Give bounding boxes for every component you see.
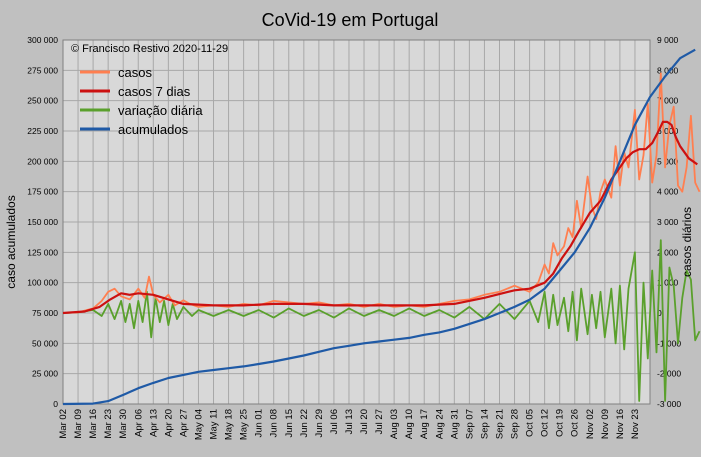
y-axis-left: 0 25 000 50 000 75 000 100 000 125 000 150 000… (27, 35, 58, 409)
x-tick-label: Aug 31 (449, 409, 460, 439)
x-tick-label: Aug 17 (419, 409, 430, 439)
legend-label-3: acumulados (118, 122, 189, 137)
x-tick-label: Nov 16 (615, 409, 626, 439)
x-tick-label: Aug 24 (434, 409, 445, 439)
y-left-tick-label: 250 000 (27, 96, 58, 106)
x-axis: Mar 02 Mar 09 Mar 16 Mar 23 Mar 30 Apr 06 Apr … (58, 409, 641, 440)
y-right-tick-label: 4 000 (657, 187, 679, 197)
legend-label-2: variação diária (118, 103, 203, 118)
y-left-tick-label: 175 000 (27, 187, 58, 197)
y-left-tick-label: 0 (53, 399, 58, 409)
y-left-tick-label: 50 000 (32, 338, 58, 348)
chart-title: CoVid-19 em Portugal (262, 10, 439, 30)
y-axis-right: -3 000 -2 000 -1 000 0 1 000 2 000 3 000 4 000 5… (657, 35, 681, 409)
x-tick-label: Mar 30 (118, 409, 129, 439)
series-line-3 (62, 48, 696, 406)
x-tick-label: Jun 29 (314, 409, 325, 438)
y-left-tick-label: 300 000 (27, 35, 58, 45)
x-tick-label: Jun 22 (299, 409, 310, 438)
x-tick-label: Nov 09 (600, 409, 611, 439)
x-tick-label: Oct 26 (570, 409, 581, 437)
y-left-tick-label: 75 000 (32, 308, 58, 318)
legend-label-1: casos 7 dias (118, 84, 191, 99)
x-tick-label: Nov 23 (630, 409, 641, 439)
y-left-tick-label: 200 000 (27, 156, 58, 166)
y-right-tick-label: 8 000 (657, 65, 679, 75)
y-right-tick-label: -1 000 (657, 338, 681, 348)
x-tick-label: May 18 (224, 409, 235, 440)
x-tick-label: Apr 06 (133, 409, 144, 437)
x-tick-label: Mar 16 (88, 409, 99, 439)
x-tick-label: Aug 03 (389, 409, 400, 439)
x-tick-label: Mar 02 (58, 409, 69, 439)
y-right-tick-label: 1 000 (657, 278, 679, 288)
x-tick-label: Apr 20 (163, 409, 174, 437)
x-tick-label: Oct 19 (555, 409, 566, 437)
x-tick-label: May 25 (239, 409, 250, 440)
y-right-tick-label: 7 000 (657, 96, 679, 106)
x-tick-label: Jul 20 (359, 409, 370, 434)
y-axis-right-label: casos diários (680, 207, 694, 277)
x-tick-label: Oct 05 (525, 409, 536, 437)
x-tick-label: Jul 13 (344, 409, 355, 434)
y-right-tick-label: -2 000 (657, 369, 681, 379)
y-left-tick-label: 125 000 (27, 247, 58, 257)
y-left-tick-label: 225 000 (27, 126, 58, 136)
grid (62, 39, 651, 405)
x-tick-label: Jun 01 (254, 409, 265, 438)
y-right-tick-label: 0 (657, 308, 662, 318)
copyright-annotation: © Francisco Restivo 2020-11-29 (71, 43, 228, 55)
plot-frame (62, 39, 651, 405)
x-tick-label: Apr 13 (148, 409, 159, 437)
x-tick-label: Jul 27 (374, 409, 385, 434)
x-tick-label: Aug 10 (404, 409, 415, 439)
x-tick-label: Jun 15 (284, 409, 295, 438)
y-left-tick-label: 100 000 (27, 278, 58, 288)
y-left-tick-label: 25 000 (32, 369, 58, 379)
x-tick-label: Sep 21 (494, 409, 505, 439)
x-tick-label: Sep 28 (510, 409, 521, 439)
x-tick-label: Apr 27 (178, 409, 189, 437)
x-tick-label: Mar 23 (103, 409, 114, 439)
x-tick-label: May 11 (209, 409, 220, 439)
series-line-1 (62, 120, 698, 315)
y-right-tick-label: 6 000 (657, 126, 679, 136)
x-tick-label: Sep 07 (464, 409, 475, 439)
y-right-tick-label: -3 000 (657, 399, 681, 409)
y-right-tick-label: 2 000 (657, 247, 679, 257)
x-tick-label: Mar 09 (73, 409, 84, 439)
series-layer (62, 48, 701, 406)
y-left-tick-label: 275 000 (27, 65, 58, 75)
x-tick-label: Sep 14 (479, 409, 490, 439)
y-left-tick-label: 150 000 (27, 217, 58, 227)
legend: casos casos 7 dias variação diária acumulad… (80, 65, 203, 137)
x-tick-label: Jun 08 (269, 409, 280, 438)
legend-label-0: casos (118, 65, 152, 80)
x-tick-label: Jul 06 (329, 409, 340, 434)
x-tick-label: May 04 (193, 409, 204, 440)
x-tick-label: Nov 02 (585, 409, 596, 439)
y-right-tick-label: 3 000 (657, 217, 679, 227)
series-line-2 (62, 239, 701, 402)
x-tick-label: Oct 12 (540, 409, 551, 437)
y-axis-left-label: caso acumulados (4, 195, 18, 288)
y-right-tick-label: 9 000 (657, 35, 679, 45)
y-right-tick-label: 5 000 (657, 156, 679, 166)
